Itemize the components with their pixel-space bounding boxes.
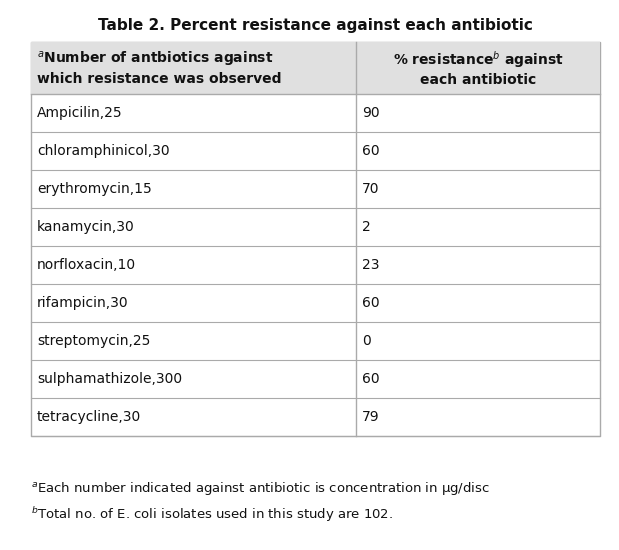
Text: $^{b}$Total no. of E. coli isolates used in this study are 102.: $^{b}$Total no. of E. coli isolates used…: [31, 505, 393, 524]
Text: 60: 60: [362, 296, 379, 310]
Text: Table 2. Percent resistance against each antibiotic: Table 2. Percent resistance against each…: [98, 18, 533, 33]
Text: $^{a}$Number of antbiotics against
which resistance was observed: $^{a}$Number of antbiotics against which…: [37, 50, 282, 86]
Text: $^{a}$Each number indicated against antibiotic is concentration in μg/disc: $^{a}$Each number indicated against anti…: [31, 480, 490, 497]
Text: 60: 60: [362, 144, 379, 158]
Text: 79: 79: [362, 410, 379, 424]
Text: erythromycin,15: erythromycin,15: [37, 182, 152, 196]
Text: kanamycin,30: kanamycin,30: [37, 220, 135, 234]
Text: Ampicilin,25: Ampicilin,25: [37, 106, 123, 120]
Text: sulphamathizole,300: sulphamathizole,300: [37, 372, 182, 386]
Text: norfloxacin,10: norfloxacin,10: [37, 258, 136, 272]
Text: 90: 90: [362, 106, 379, 120]
Text: 23: 23: [362, 258, 379, 272]
Bar: [31, 42, 600, 436]
Text: 2: 2: [362, 220, 371, 234]
Bar: [31, 42, 600, 94]
Text: tetracycline,30: tetracycline,30: [37, 410, 141, 424]
Text: 0: 0: [362, 334, 371, 348]
Text: streptomycin,25: streptomycin,25: [37, 334, 150, 348]
Text: % resistance$^{b}$ against
each antibiotic: % resistance$^{b}$ against each antibiot…: [392, 48, 564, 87]
Text: rifampicin,30: rifampicin,30: [37, 296, 129, 310]
Text: chloramphinicol,30: chloramphinicol,30: [37, 144, 170, 158]
Text: 60: 60: [362, 372, 379, 386]
Text: 70: 70: [362, 182, 379, 196]
